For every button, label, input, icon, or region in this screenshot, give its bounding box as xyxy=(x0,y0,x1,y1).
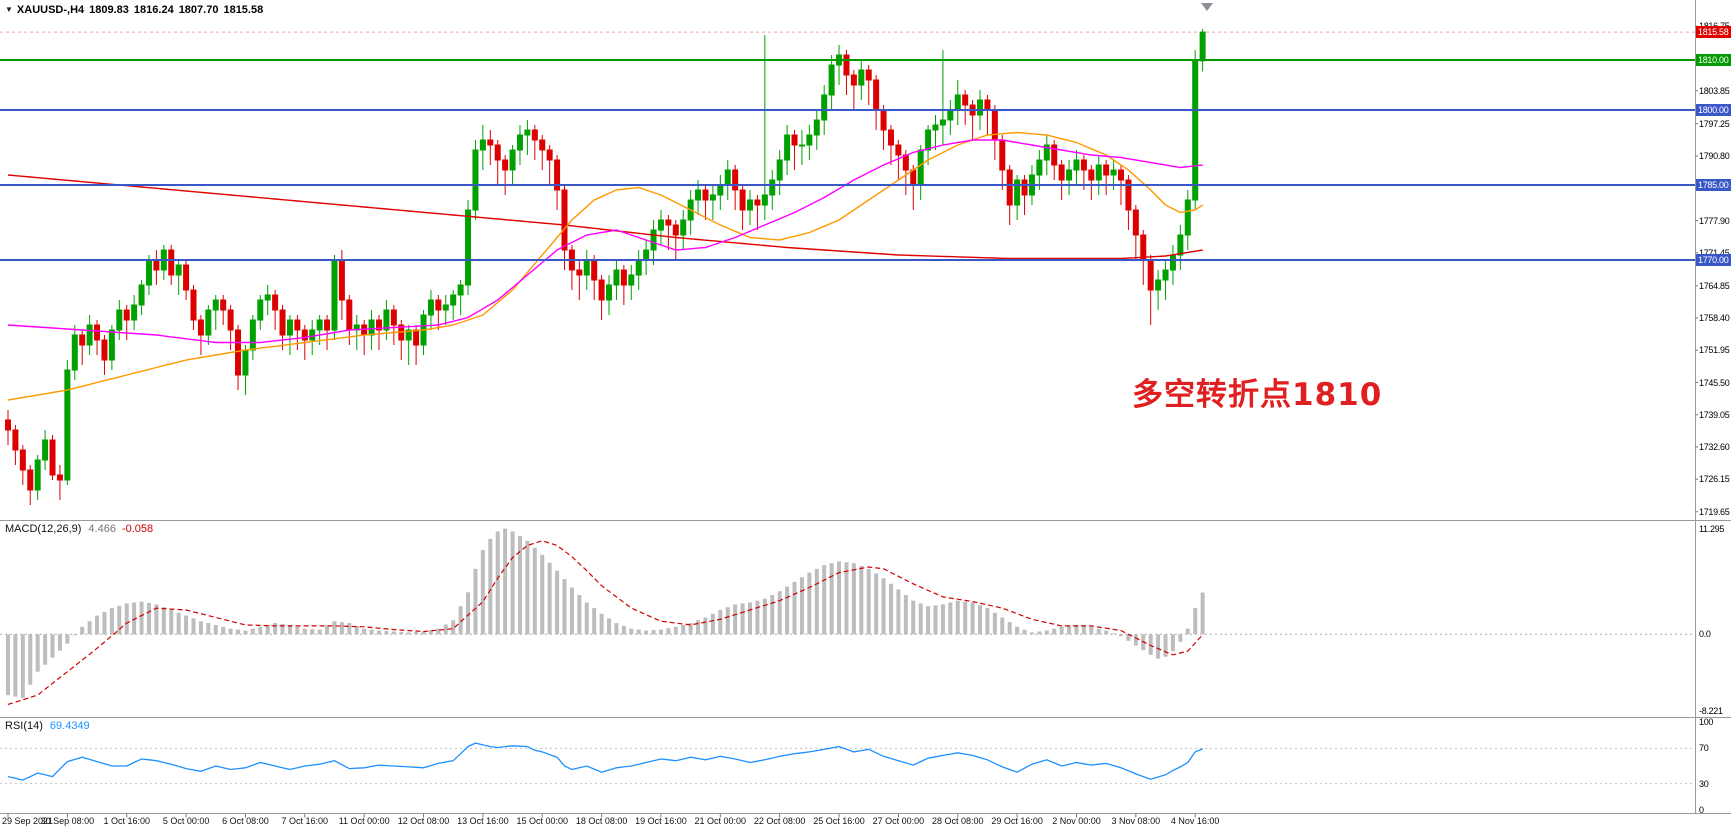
ma-medium-line xyxy=(7,131,1203,401)
symbol-dropdown-icon[interactable]: ▼ xyxy=(5,5,13,14)
date-label: 29 Oct 16:00 xyxy=(991,816,1043,826)
date-label: 22 Oct 08:00 xyxy=(753,816,806,826)
rsi-axis-tick: 30 xyxy=(1699,778,1709,789)
ohlc-low: 1807.70 xyxy=(178,4,219,16)
macd-main-value: 4.466 xyxy=(88,523,116,535)
level-price-label: 1770.00 xyxy=(1696,254,1731,266)
date-label: 29 Sep 2021 xyxy=(2,816,54,826)
macd-axis-tick: -8.221 xyxy=(1699,706,1723,717)
level-price-label: 1800.00 xyxy=(1696,104,1731,116)
price-axis-tick: 1771.45 xyxy=(1699,247,1730,258)
date-label: 11 Oct 00:00 xyxy=(338,816,390,826)
price-axis-tick: 1726.15 xyxy=(1699,474,1730,485)
price-axis-tick: 1719.65 xyxy=(1699,506,1730,517)
ma-slow-line xyxy=(7,174,1203,260)
date-label: 3 Nov 08:00 xyxy=(1111,816,1161,826)
price-axis-tick: 1797.25 xyxy=(1699,118,1730,129)
date-label: 4 Nov 16:00 xyxy=(1170,816,1220,826)
date-label: 12 Oct 08:00 xyxy=(397,816,450,826)
ma-fast-line xyxy=(7,139,1203,344)
price-axis-tick: 1803.85 xyxy=(1699,85,1730,96)
rsi-axis-tick: 0 xyxy=(1699,805,1704,815)
chart-shift-marker-icon[interactable] xyxy=(1201,3,1213,11)
macd-signal-value: -0.058 xyxy=(121,523,154,535)
price-axis-tick: 1764.85 xyxy=(1699,280,1730,291)
date-label: 2 Nov 00:00 xyxy=(1052,816,1101,826)
date-label: 28 Oct 08:00 xyxy=(931,816,984,826)
rsi-value: 69.4349 xyxy=(49,720,90,732)
price-axis-tick: 1751.95 xyxy=(1699,345,1730,356)
annotation-text: 多空转折点1810 xyxy=(1132,377,1383,413)
date-label: 25 Oct 16:00 xyxy=(813,816,865,826)
price-axis-tick: 1739.05 xyxy=(1699,409,1730,420)
price-axis-tick: 1732.60 xyxy=(1699,442,1730,452)
date-label: 19 Oct 16:00 xyxy=(635,816,687,826)
ohlc-high: 1816.24 xyxy=(133,4,174,16)
current-price-label: 1815.58 xyxy=(1696,26,1731,39)
rsi-indicator-name: RSI(14) xyxy=(5,720,43,732)
macd-histogram xyxy=(6,528,1205,698)
price-axis-tick: 1758.40 xyxy=(1699,313,1730,323)
date-label: 1 Oct 16:00 xyxy=(103,816,150,826)
rsi-indicator-label: RSI(14) 69.4349 xyxy=(5,720,90,732)
level-price-label: 1785.00 xyxy=(1696,179,1731,191)
date-label: 5 Oct 00:00 xyxy=(162,816,210,826)
date-label: 13 Oct 16:00 xyxy=(457,816,509,826)
price-axis-tick: 1777.90 xyxy=(1699,215,1730,226)
rsi-axis-tick: 70 xyxy=(1699,743,1709,754)
price-axis-tick: 1790.80 xyxy=(1699,151,1730,161)
level-price-label: 1810.00 xyxy=(1696,54,1731,66)
macd-axis-tick: 11.295 xyxy=(1699,523,1725,534)
macd-indicator-label: MACD(12,26,9) 4.466 -0.058 xyxy=(5,523,153,535)
date-label: 15 Oct 00:00 xyxy=(516,816,568,826)
date-label: 7 Oct 16:00 xyxy=(281,816,329,826)
date-label: 6 Oct 08:00 xyxy=(222,816,269,826)
ohlc-close: 1815.58 xyxy=(223,4,264,16)
price-axis-tick: 1745.50 xyxy=(1699,377,1730,388)
macd-axis-tick: 0.0 xyxy=(1699,629,1711,640)
date-label: 18 Oct 08:00 xyxy=(575,816,628,826)
date-label: 21 Oct 00:00 xyxy=(694,816,747,826)
symbol-timeframe: XAUUSD-,H4 xyxy=(16,4,85,16)
date-label: 30 Sep 08:00 xyxy=(40,816,95,826)
macd-indicator-name: MACD(12,26,9) xyxy=(5,523,82,535)
chart-info-bar: ▼ XAUUSD-,H4 1809.83 1816.24 1807.70 1815.58 xyxy=(5,4,268,16)
ohlc-open: 1809.83 xyxy=(89,4,129,16)
rsi-axis-tick: 100 xyxy=(1699,717,1714,727)
date-label: 27 Oct 00:00 xyxy=(872,816,925,826)
rsi-line xyxy=(7,742,1203,781)
